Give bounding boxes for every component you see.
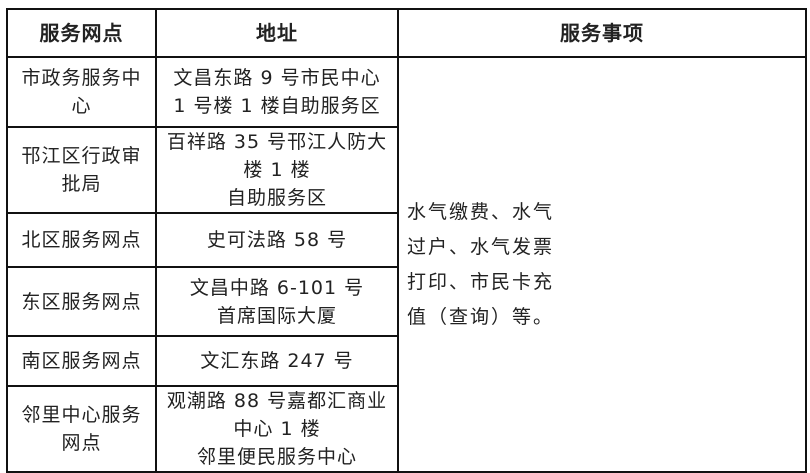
address-cell: 观潮路 88 号嘉都汇商业中心 1 楼邻里便民服务中心	[155, 385, 399, 473]
address-cell: 文汇东路 247 号	[155, 335, 399, 387]
service-point-name: 邻里中心服务网点	[6, 385, 157, 473]
services-line: 过户、水气发票	[407, 235, 555, 258]
service-point-name: 南区服务网点	[6, 335, 157, 387]
header-row: 服务网点 地址 服务事项	[6, 8, 807, 58]
address-line: 观潮路 88 号嘉都汇商业中心 1 楼	[166, 390, 388, 440]
service-point-name: 北区服务网点	[6, 212, 157, 268]
address-cell: 史可法路 58 号	[155, 212, 399, 268]
address-line: 百祥路 35 号邗江人防大楼 1 楼	[166, 131, 388, 181]
table-row: 东区服务网点 文昌中路 6-101 号首席国际大厦	[6, 266, 806, 337]
service-points-table: 服务网点 地址 服务事项 市政务服务中心 文昌东路 9 号市民中心 1 号楼 1 …	[6, 8, 807, 473]
services-line: 打印、市民卡充	[407, 270, 555, 293]
address-line: 邻里便民服务中心	[196, 446, 357, 468]
address-cell: 文昌东路 9 号市民中心 1 号楼 1 楼自助服务区	[155, 56, 399, 128]
address-line: 文昌中路 6-101 号	[189, 276, 365, 299]
services-line: 水气缴费、水气	[407, 200, 555, 223]
address-line: 首席国际大厦	[216, 304, 337, 327]
table-row: 市政务服务中心 文昌东路 9 号市民中心 1 号楼 1 楼自助服务区 水气缴费、水…	[6, 56, 807, 473]
service-point-name: 东区服务网点	[6, 266, 157, 337]
address-cell: 文昌中路 6-101 号首席国际大厦	[155, 266, 399, 337]
header-services: 服务事项	[397, 8, 807, 58]
address-line: 文昌东路 9 号市民中心	[173, 67, 381, 89]
services-line: 值（查询）等。	[407, 305, 555, 328]
service-point-name: 市政务服务中心	[6, 56, 157, 128]
table-row: 邗江区行政审批局 百祥路 35 号邗江人防大楼 1 楼自助服务区	[6, 126, 806, 214]
address-line: 史可法路 58 号	[206, 229, 348, 251]
header-service-point: 服务网点	[6, 8, 157, 58]
services-cell: 水气缴费、水气 过户、水气发票 打印、市民卡充 值（查询）等。	[397, 56, 807, 473]
address-line: 1 号楼 1 楼自助服务区	[173, 95, 381, 117]
service-point-name: 邗江区行政审批局	[6, 126, 157, 214]
table-row: 北区服务网点 史可法路 58 号	[6, 212, 806, 268]
address-line: 自助服务区	[226, 187, 327, 209]
address-line: 文汇东路 247 号	[200, 350, 354, 372]
address-cell: 百祥路 35 号邗江人防大楼 1 楼自助服务区	[155, 126, 399, 214]
table-row: 南区服务网点 文汇东路 247 号	[6, 335, 806, 387]
header-address: 地址	[155, 8, 399, 58]
